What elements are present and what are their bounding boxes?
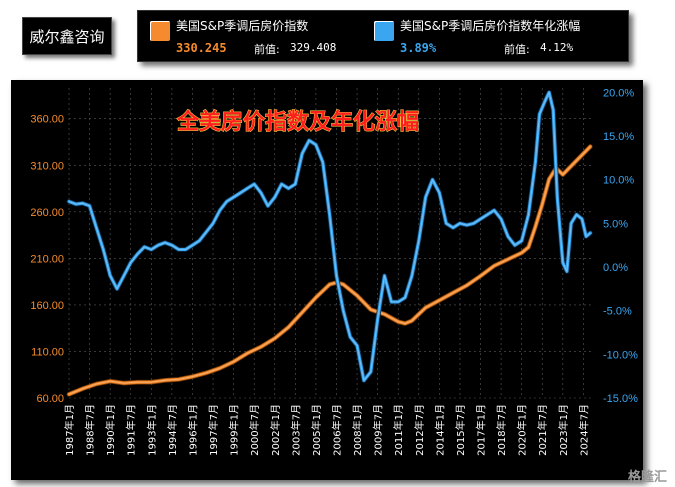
x-tick-label: 1993年1月 [145, 404, 158, 456]
x-tick-label: 2011年1月 [392, 404, 405, 456]
x-tick-label: 2024年7月 [577, 404, 590, 456]
x-tick-label: 1999年1月 [228, 404, 241, 456]
y-left-tick-label: 60.00 [36, 393, 64, 405]
y-left-tick-label: 210.00 [30, 253, 64, 265]
legend-prev-label-yoy: 前值: [504, 43, 530, 56]
legend-value-hpi: 330.245 [176, 41, 227, 55]
y-left-tick-label: 360.00 [30, 114, 64, 126]
legend-prev-label-hpi: 前值: [254, 43, 280, 56]
legend-swatch-yoy [374, 21, 394, 41]
legend-prev-value-yoy: 4.12% [540, 41, 574, 54]
x-tick-label: 2021年7月 [536, 404, 549, 456]
x-tick-label: 2012年7月 [413, 404, 426, 456]
x-tick-label: 1987年1月 [63, 404, 76, 456]
series-line-yoy-highlight [68, 91, 591, 381]
x-tick-label: 1988年7月 [84, 404, 97, 456]
x-tick-label: 2008年1月 [351, 404, 364, 456]
y-left-tick-label: 160.00 [30, 300, 64, 312]
y-right-tick-label: -10.0% [603, 349, 638, 361]
legend: 美国S&P季调后房价指数 330.245 前值: 329.408 美国S&P季调… [137, 10, 629, 62]
x-tick-label: 1991年7月 [125, 404, 138, 456]
x-tick-label: 2000年7月 [248, 404, 261, 456]
series-line-hpi-shadow [66, 144, 593, 397]
brand-label: 威尔鑫咨询 [22, 17, 112, 55]
line-chart: 60.00 110.00 160.00 210.00 260.00 310.00 360.0… [30, 87, 638, 456]
x-tick-label: 2002年1月 [269, 404, 282, 456]
x-tick-label: 2005年1月 [310, 404, 323, 456]
legend-swatch-hpi [150, 21, 170, 41]
y-right-tick-label: 5.0% [603, 218, 628, 230]
legend-name-yoy: 美国S&P季调后房价指数年化涨幅 [400, 19, 581, 33]
x-tick-label: 2023年1月 [557, 404, 570, 456]
x-tick-label: 2015年7月 [454, 404, 467, 456]
y-right-tick-label: 20.0% [603, 87, 634, 99]
x-tick-label: 1996年1月 [186, 404, 199, 456]
x-tick-label: 1994年7月 [166, 404, 179, 456]
chart-title: 全美房价指数及年化涨幅 [176, 109, 419, 135]
x-tick-label: 2003年7月 [289, 404, 302, 456]
series-line-yoy [67, 90, 592, 382]
y-left-tick-label: 310.00 [30, 160, 64, 172]
x-tick-label: 2020年1月 [516, 404, 529, 456]
legend-name-hpi: 美国S&P季调后房价指数 [176, 19, 309, 33]
series-line-hpi [67, 145, 592, 396]
x-tick-label: 2014年1月 [433, 404, 446, 456]
y-right-tick-label: 15.0% [603, 131, 634, 143]
x-tick-label: 2009年7月 [372, 404, 385, 456]
x-tick-label: 2006年7月 [330, 404, 343, 456]
x-tick-label: 1990年1月 [104, 404, 117, 456]
y-right-tick-label: 0.0% [603, 262, 628, 274]
series-line-hpi-highlight [68, 146, 591, 395]
y-right-tick-label: -15.0% [603, 393, 638, 405]
watermark: 格隆汇 [627, 470, 667, 485]
x-tick-label: 2018年7月 [495, 404, 508, 456]
y-right-tick-label: 10.0% [603, 175, 634, 187]
y-left-tick-label: 110.00 [31, 346, 64, 358]
legend-value-yoy: 3.89% [400, 41, 437, 55]
x-tick-label: 1997年7月 [207, 404, 220, 456]
series-line-yoy-shadow [66, 90, 593, 383]
chart-area: 60.00 110.00 160.00 210.00 260.00 310.00 360.0… [11, 80, 643, 480]
y-left-tick-label: 260.00 [30, 207, 64, 219]
legend-prev-value-hpi: 329.408 [290, 41, 337, 54]
x-tick-label: 2017年1月 [475, 404, 488, 456]
y-right-tick-label: -5.0% [603, 306, 632, 318]
